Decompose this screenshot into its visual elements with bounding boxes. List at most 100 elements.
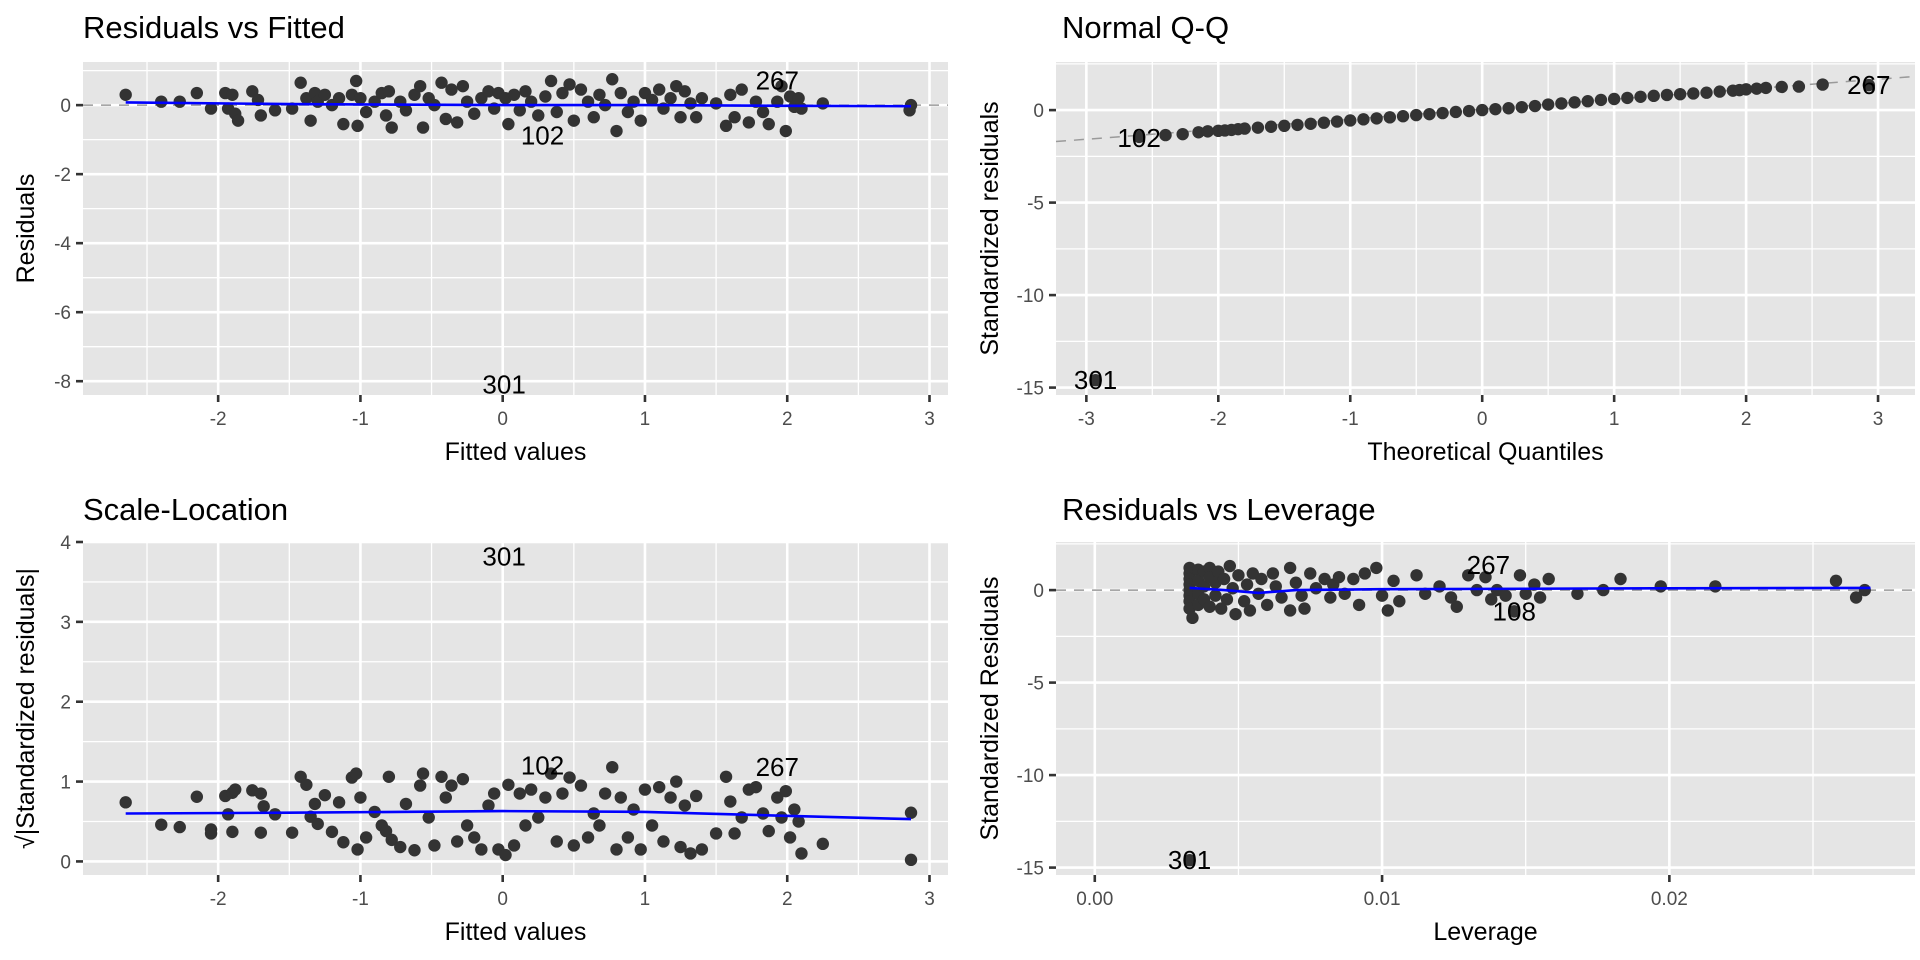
- data-point: [1201, 125, 1214, 138]
- data-point: [204, 823, 218, 836]
- data-point: [614, 86, 627, 100]
- data-point: [285, 826, 299, 839]
- data-point: [1203, 600, 1216, 613]
- data-point: [735, 811, 748, 824]
- data-point: [1444, 591, 1458, 604]
- x-tick-label: 0: [497, 889, 508, 910]
- data-point: [385, 121, 398, 134]
- data-point: [664, 791, 677, 804]
- data-point: [1462, 104, 1476, 118]
- data-point: [1237, 595, 1251, 608]
- data-point: [1183, 854, 1196, 867]
- data-point: [325, 825, 339, 839]
- x-tick-label: -2: [1210, 409, 1227, 430]
- data-point: [1759, 81, 1773, 95]
- data-point: [1298, 602, 1311, 615]
- x-tick-label: 0: [1477, 409, 1488, 430]
- data-point: [507, 839, 521, 852]
- x-tick-label: 1: [640, 889, 651, 910]
- data-point: [627, 803, 640, 816]
- data-point: [311, 817, 324, 831]
- x-tick-label: -2: [210, 889, 227, 910]
- data-point: [513, 787, 526, 800]
- data-point: [1568, 96, 1581, 109]
- data-point: [1304, 117, 1317, 130]
- data-point: [1396, 110, 1410, 123]
- data-point: [1226, 582, 1239, 595]
- chart-residuals-vs-fitted: Residuals vs Fitted -2 -1 0 1 2 3 0 -2 -4 -6 -8 267 1…: [12, 10, 948, 466]
- data-point: [502, 778, 515, 791]
- data-point: [487, 787, 501, 800]
- data-point: [1449, 105, 1463, 119]
- data-point: [762, 117, 775, 131]
- data-point: [610, 843, 623, 856]
- x-axis-label: Fitted values: [445, 438, 587, 466]
- data-point: [1176, 127, 1189, 141]
- data-point: [1713, 85, 1726, 98]
- data-point: [1594, 93, 1608, 107]
- y-tick-label: -4: [54, 234, 71, 255]
- data-point: [456, 79, 470, 93]
- data-point: [775, 79, 788, 93]
- point-annotation: 301: [482, 370, 525, 400]
- data-point: [563, 771, 576, 784]
- data-point: [190, 86, 204, 100]
- data-point: [816, 97, 830, 110]
- data-point: [1217, 572, 1231, 586]
- data-point: [502, 117, 515, 131]
- data-point: [614, 791, 627, 804]
- x-axis-label: Theoretical Quantiles: [1367, 438, 1603, 466]
- data-point: [1499, 589, 1512, 602]
- data-point: [1862, 78, 1876, 92]
- data-point: [475, 843, 488, 856]
- data-point: [450, 116, 464, 129]
- x-axis-label: Fitted values: [445, 918, 587, 946]
- y-tick-label: 1: [60, 773, 71, 794]
- data-point: [567, 114, 581, 127]
- data-point: [1304, 567, 1317, 580]
- data-point: [268, 808, 282, 821]
- chart-residuals-vs-leverage: Residuals vs Leverage 0.00 0.01 0.02 0 -5 -10 -…: [976, 492, 1915, 946]
- data-point: [226, 825, 239, 839]
- data-point: [771, 791, 784, 804]
- data-point: [1700, 86, 1713, 99]
- y-tick-label: -15: [1017, 859, 1044, 880]
- data-point: [1266, 567, 1280, 580]
- data-point: [1269, 580, 1282, 593]
- data-point: [1229, 607, 1242, 621]
- data-point: [1607, 92, 1621, 106]
- data-point: [1278, 119, 1291, 133]
- data-point: [428, 839, 441, 852]
- data-point: [1849, 591, 1863, 604]
- data-point: [678, 85, 692, 98]
- data-point: [173, 820, 186, 834]
- data-point: [1393, 595, 1406, 608]
- data-point: [1410, 569, 1423, 582]
- data-point: [539, 90, 552, 103]
- data-point: [792, 815, 805, 828]
- data-point: [468, 107, 481, 120]
- data-point: [1450, 600, 1463, 613]
- data-point: [204, 102, 218, 115]
- data-point: [226, 88, 239, 101]
- data-point: [354, 92, 367, 105]
- data-point: [756, 105, 770, 119]
- x-tick-label: 0: [497, 409, 508, 430]
- data-point: [439, 112, 452, 126]
- data-point: [1750, 82, 1763, 95]
- data-point: [775, 811, 788, 824]
- data-point: [1255, 572, 1268, 586]
- data-point: [1317, 116, 1331, 129]
- data-point: [1479, 570, 1492, 584]
- data-point: [1571, 587, 1584, 600]
- data-point: [587, 111, 600, 124]
- data-point: [563, 78, 576, 91]
- data-point: [349, 767, 363, 780]
- data-point: [532, 109, 545, 122]
- data-point: [435, 76, 448, 89]
- x-tick-label: 2: [782, 889, 793, 910]
- data-point: [422, 811, 435, 824]
- smooth-line: [125, 101, 912, 108]
- data-point: [664, 92, 677, 105]
- data-point: [221, 808, 235, 821]
